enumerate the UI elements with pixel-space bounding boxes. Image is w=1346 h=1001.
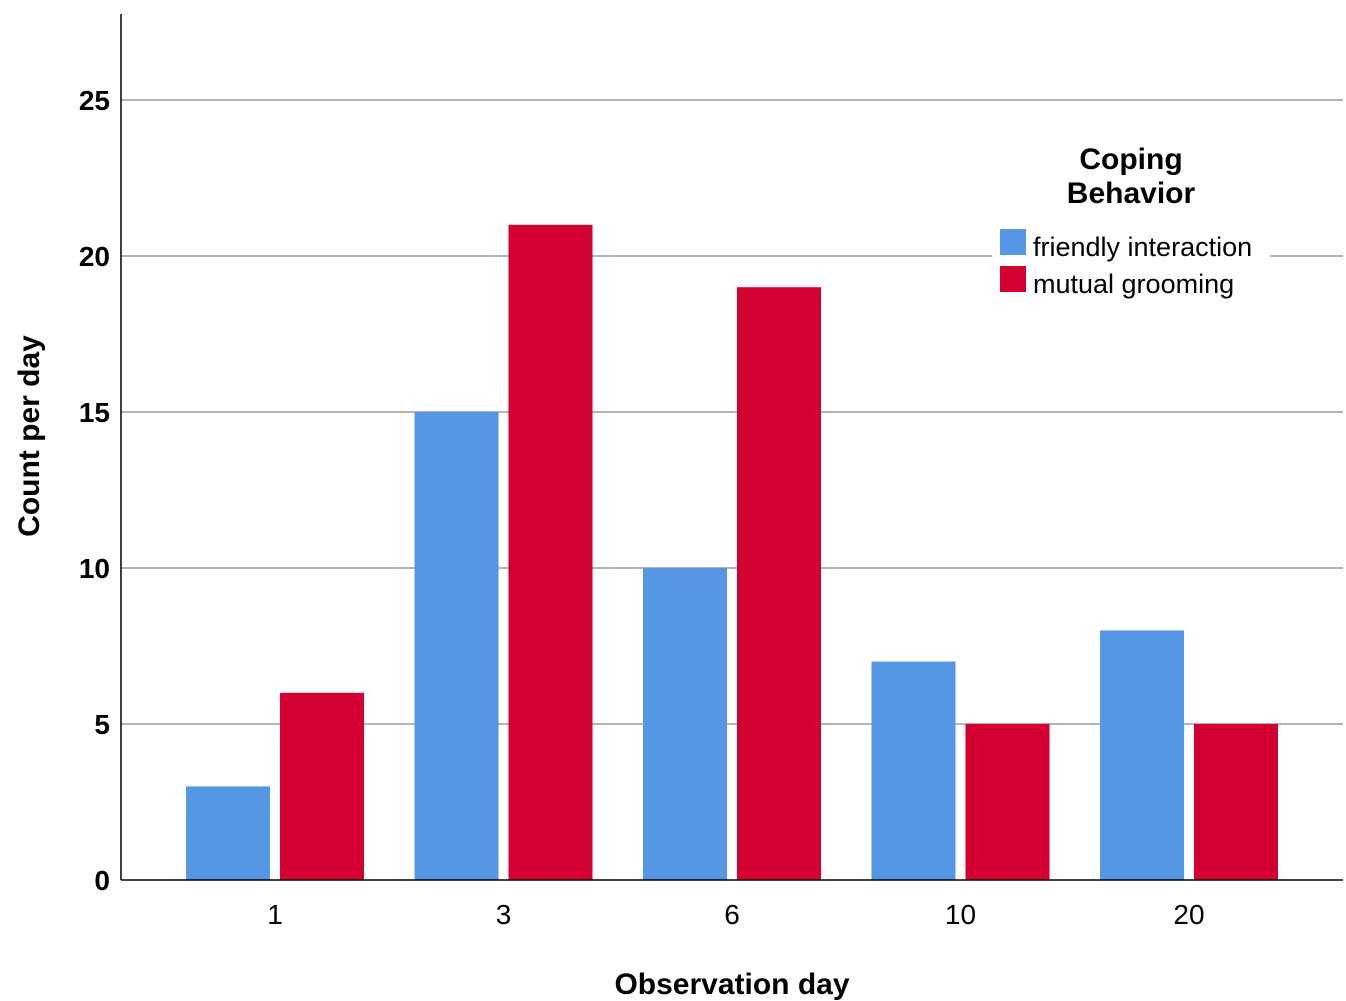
bar-mutual-grooming-day-20 [1194, 724, 1278, 880]
y-tick-label: 15 [79, 397, 110, 428]
legend: Coping Behavior friendly interaction mut… [992, 143, 1270, 299]
legend-title-line-1: Coping [1079, 143, 1182, 176]
y-axis-title: Count per day [13, 335, 46, 537]
x-axis-title: Observation day [614, 968, 849, 1001]
bar-friendly-interaction-day-3 [414, 412, 499, 880]
x-tick-label: 20 [1173, 899, 1204, 930]
x-tick-label: 10 [945, 899, 976, 930]
bar-friendly-interaction-day-20 [1100, 630, 1184, 880]
y-tick-label: 20 [79, 241, 110, 272]
bar-mutual-grooming-day-10 [965, 724, 1050, 880]
bar-friendly-interaction-day-10 [871, 661, 956, 880]
bar-mutual-grooming-day-1 [280, 692, 364, 880]
y-tick-label: 10 [79, 553, 110, 584]
legend-label-mutual-grooming: mutual grooming [1033, 269, 1234, 299]
x-tick-label: 1 [267, 899, 283, 930]
y-tick-label: 25 [79, 85, 110, 116]
bar-mutual-grooming-day-6 [737, 287, 821, 880]
legend-title-line-2: Behavior [1067, 177, 1196, 210]
bar-friendly-interaction-day-6 [643, 568, 727, 880]
bars [186, 224, 1278, 881]
y-tick-label: 0 [94, 865, 110, 896]
x-tick-labels: 1 3 6 10 20 [267, 899, 1204, 930]
x-tick-label: 3 [496, 899, 512, 930]
bar-mutual-grooming-day-3 [508, 224, 593, 881]
y-tick-labels: 0 5 10 15 20 25 [79, 85, 110, 896]
x-tick-label: 6 [724, 899, 740, 930]
legend-swatch-mutual-grooming [1000, 266, 1026, 292]
legend-label-friendly-interaction: friendly interaction [1033, 232, 1252, 262]
legend-background [992, 225, 1270, 299]
bar-friendly-interaction-day-1 [186, 786, 270, 880]
legend-swatch-friendly-interaction [1000, 229, 1026, 255]
y-tick-label: 5 [94, 709, 110, 740]
